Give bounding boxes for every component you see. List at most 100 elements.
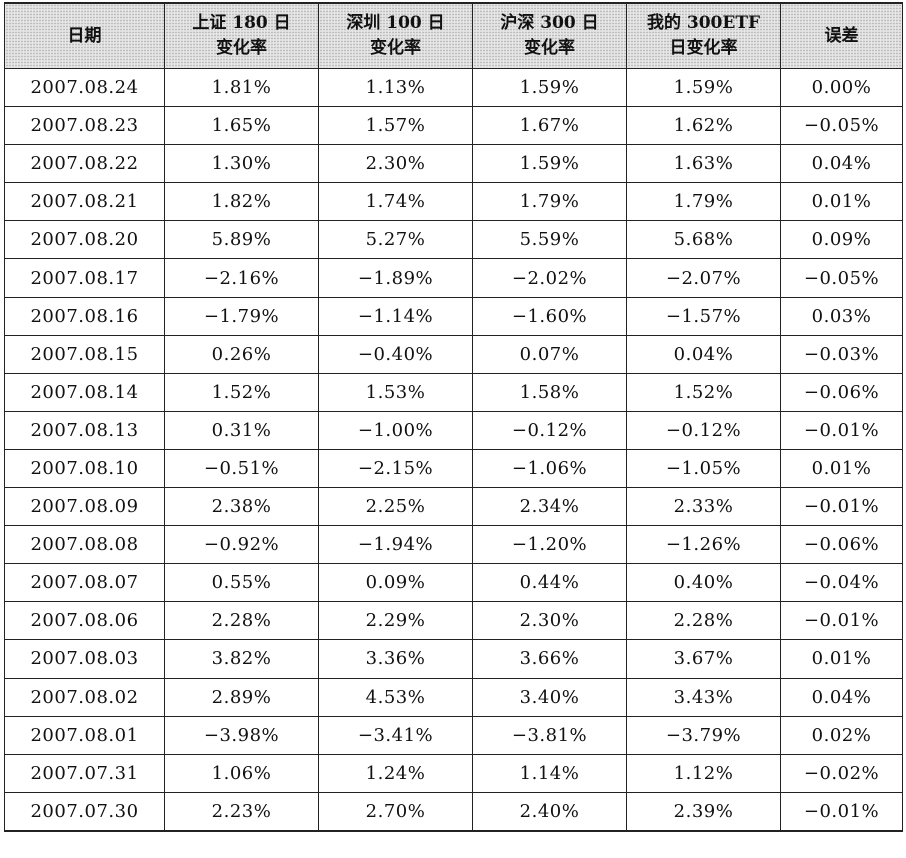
sse180-change-cell: 1.30% xyxy=(164,144,319,184)
sz100-change-cell: −1.94% xyxy=(318,525,473,565)
csi300-change-cell: −2.02% xyxy=(472,258,627,298)
error-cell: 0.01% xyxy=(780,182,903,222)
csi300-change-cell: 2.34% xyxy=(472,487,627,527)
sz100-change-cell: −2.15% xyxy=(318,448,473,489)
header-label-line: 变化率 xyxy=(216,38,267,58)
sz100-change-cell: 2.25% xyxy=(318,487,473,527)
csi300-change-cell: 1.59% xyxy=(472,67,627,108)
header-label-line: 日变化率 xyxy=(669,38,738,58)
sz100-change-cell: 3.36% xyxy=(318,639,473,679)
date-cell: 2007.08.16 xyxy=(4,296,165,336)
date-cell: 2007.08.13 xyxy=(4,410,165,450)
my300etf-change-cell: −1.26% xyxy=(626,525,781,565)
sz100-change-cell: 1.24% xyxy=(318,753,473,793)
csi300-change-cell: 3.66% xyxy=(472,639,627,679)
sz100-change-cell: 2.29% xyxy=(318,601,473,641)
csi300-change-cell: 2.40% xyxy=(472,791,627,832)
document-page: 日期 上证 180 日变化率 深圳 100 日变化率 沪深 300 日变化率 我的 30… xyxy=(4,2,903,832)
error-cell: −0.02% xyxy=(780,753,903,793)
my300etf-change-cell: 1.79% xyxy=(626,182,781,222)
sse180-change-cell: −2.16% xyxy=(164,258,319,298)
error-cell: −0.01% xyxy=(780,791,903,832)
error-cell: −0.06% xyxy=(780,372,903,412)
error-cell: 0.03% xyxy=(780,296,903,336)
csi300-change-cell: 1.67% xyxy=(472,106,627,146)
table-row: 2007.08.23 1.65% 1.57% 1.67% 1.62% −0.05% xyxy=(4,106,903,146)
csi300-change-cell: −1.60% xyxy=(472,296,627,336)
sse180-change-cell: −0.51% xyxy=(164,448,319,489)
my300etf-change-cell: 0.04% xyxy=(626,334,781,374)
header-label-line: 变化率 xyxy=(524,38,575,58)
sz100-change-cell: 2.30% xyxy=(318,144,473,184)
date-cell: 2007.08.21 xyxy=(4,182,165,222)
header-label-line: 上证 180 日 xyxy=(192,13,291,33)
error-cell: −0.03% xyxy=(780,334,903,374)
my300etf-change-cell: −1.05% xyxy=(626,448,781,489)
sse180-change-cell: 1.52% xyxy=(164,372,319,412)
table-body: 2007.08.24 1.81% 1.13% 1.59% 1.59% 0.00% 2007.… xyxy=(4,67,903,832)
my300etf-change-cell: −1.57% xyxy=(626,296,781,336)
my300etf-change-cell: 1.12% xyxy=(626,753,781,793)
date-cell: 2007.08.22 xyxy=(4,144,165,184)
sz100-change-cell: 1.74% xyxy=(318,182,473,222)
sse180-change-cell: 2.38% xyxy=(164,487,319,527)
date-cell: 2007.08.01 xyxy=(4,715,165,755)
sz100-change-cell: 2.70% xyxy=(318,791,473,832)
date-cell: 2007.08.24 xyxy=(4,67,165,108)
sse180-change-cell: 5.89% xyxy=(164,220,319,260)
table-header: 日期 上证 180 日变化率 深圳 100 日变化率 沪深 300 日变化率 我的 30… xyxy=(4,2,903,69)
my300etf-change-cell: 1.62% xyxy=(626,106,781,146)
table-row: 2007.08.03 3.82% 3.36% 3.66% 3.67% 0.01% xyxy=(4,639,903,679)
error-cell: 0.01% xyxy=(780,639,903,679)
table-row: 2007.08.15 0.26% −0.40% 0.07% 0.04% −0.03% xyxy=(4,334,903,374)
date-cell: 2007.08.14 xyxy=(4,372,165,412)
sz100-change-cell: 4.53% xyxy=(318,677,473,717)
date-cell: 2007.08.10 xyxy=(4,448,165,489)
my300etf-change-cell: 5.68% xyxy=(626,220,781,260)
my300etf-change-cell: −2.07% xyxy=(626,258,781,298)
error-cell: −0.01% xyxy=(780,487,903,527)
error-header: 误差 xyxy=(780,2,903,69)
error-cell: −0.05% xyxy=(780,258,903,298)
table-row: 2007.07.31 1.06% 1.24% 1.14% 1.12% −0.02% xyxy=(4,753,903,793)
table-row: 2007.08.01 −3.98% −3.41% −3.81% −3.79% 0.02% xyxy=(4,715,903,755)
table-row: 2007.08.16 −1.79% −1.14% −1.60% −1.57% 0.03% xyxy=(4,296,903,336)
csi300-change-cell: 1.79% xyxy=(472,182,627,222)
csi300-change-header: 沪深 300 日变化率 xyxy=(472,2,627,69)
sse180-change-cell: 1.65% xyxy=(164,106,319,146)
my300etf-change-cell: 1.59% xyxy=(626,67,781,108)
csi300-change-cell: 3.40% xyxy=(472,677,627,717)
sse180-change-header: 上证 180 日变化率 xyxy=(164,2,319,69)
sse180-change-cell: 0.26% xyxy=(164,334,319,374)
sse180-change-cell: 0.31% xyxy=(164,410,319,450)
sse180-change-cell: 1.81% xyxy=(164,67,319,108)
sz100-change-cell: −1.00% xyxy=(318,410,473,450)
my300etf-change-cell: 3.67% xyxy=(626,639,781,679)
my300etf-change-header: 我的 300ETF 日变化率 xyxy=(626,2,781,69)
table-row: 2007.08.14 1.52% 1.53% 1.58% 1.52% −0.06% xyxy=(4,372,903,412)
csi300-change-cell: 1.58% xyxy=(472,372,627,412)
header-row: 日期 上证 180 日变化率 深圳 100 日变化率 沪深 300 日变化率 我的 30… xyxy=(4,2,903,69)
table-row: 2007.08.24 1.81% 1.13% 1.59% 1.59% 0.00% xyxy=(4,67,903,108)
error-cell: 0.02% xyxy=(780,715,903,755)
csi300-change-cell: −3.81% xyxy=(472,715,627,755)
sse180-change-cell: −0.92% xyxy=(164,525,319,565)
date-cell: 2007.08.02 xyxy=(4,677,165,717)
error-cell: −0.04% xyxy=(780,563,903,603)
date-cell: 2007.08.17 xyxy=(4,258,165,298)
my300etf-change-cell: 2.28% xyxy=(626,601,781,641)
date-cell: 2007.08.15 xyxy=(4,334,165,374)
error-cell: −0.05% xyxy=(780,106,903,146)
date-cell: 2007.08.08 xyxy=(4,525,165,565)
sse180-change-cell: 2.89% xyxy=(164,677,319,717)
csi300-change-cell: 0.07% xyxy=(472,334,627,374)
csi300-change-cell: 5.59% xyxy=(472,220,627,260)
table-row: 2007.08.13 0.31% −1.00% −0.12% −0.12% −0.01% xyxy=(4,410,903,450)
sse180-change-cell: −3.98% xyxy=(164,715,319,755)
sz100-change-cell: 0.09% xyxy=(318,563,473,603)
index-change-table: 日期 上证 180 日变化率 深圳 100 日变化率 沪深 300 日变化率 我的 30… xyxy=(4,2,903,832)
date-cell: 2007.08.06 xyxy=(4,601,165,641)
table-row: 2007.08.20 5.89% 5.27% 5.59% 5.68% 0.09% xyxy=(4,220,903,260)
sz100-change-cell: −3.41% xyxy=(318,715,473,755)
sz100-change-cell: 1.53% xyxy=(318,372,473,412)
